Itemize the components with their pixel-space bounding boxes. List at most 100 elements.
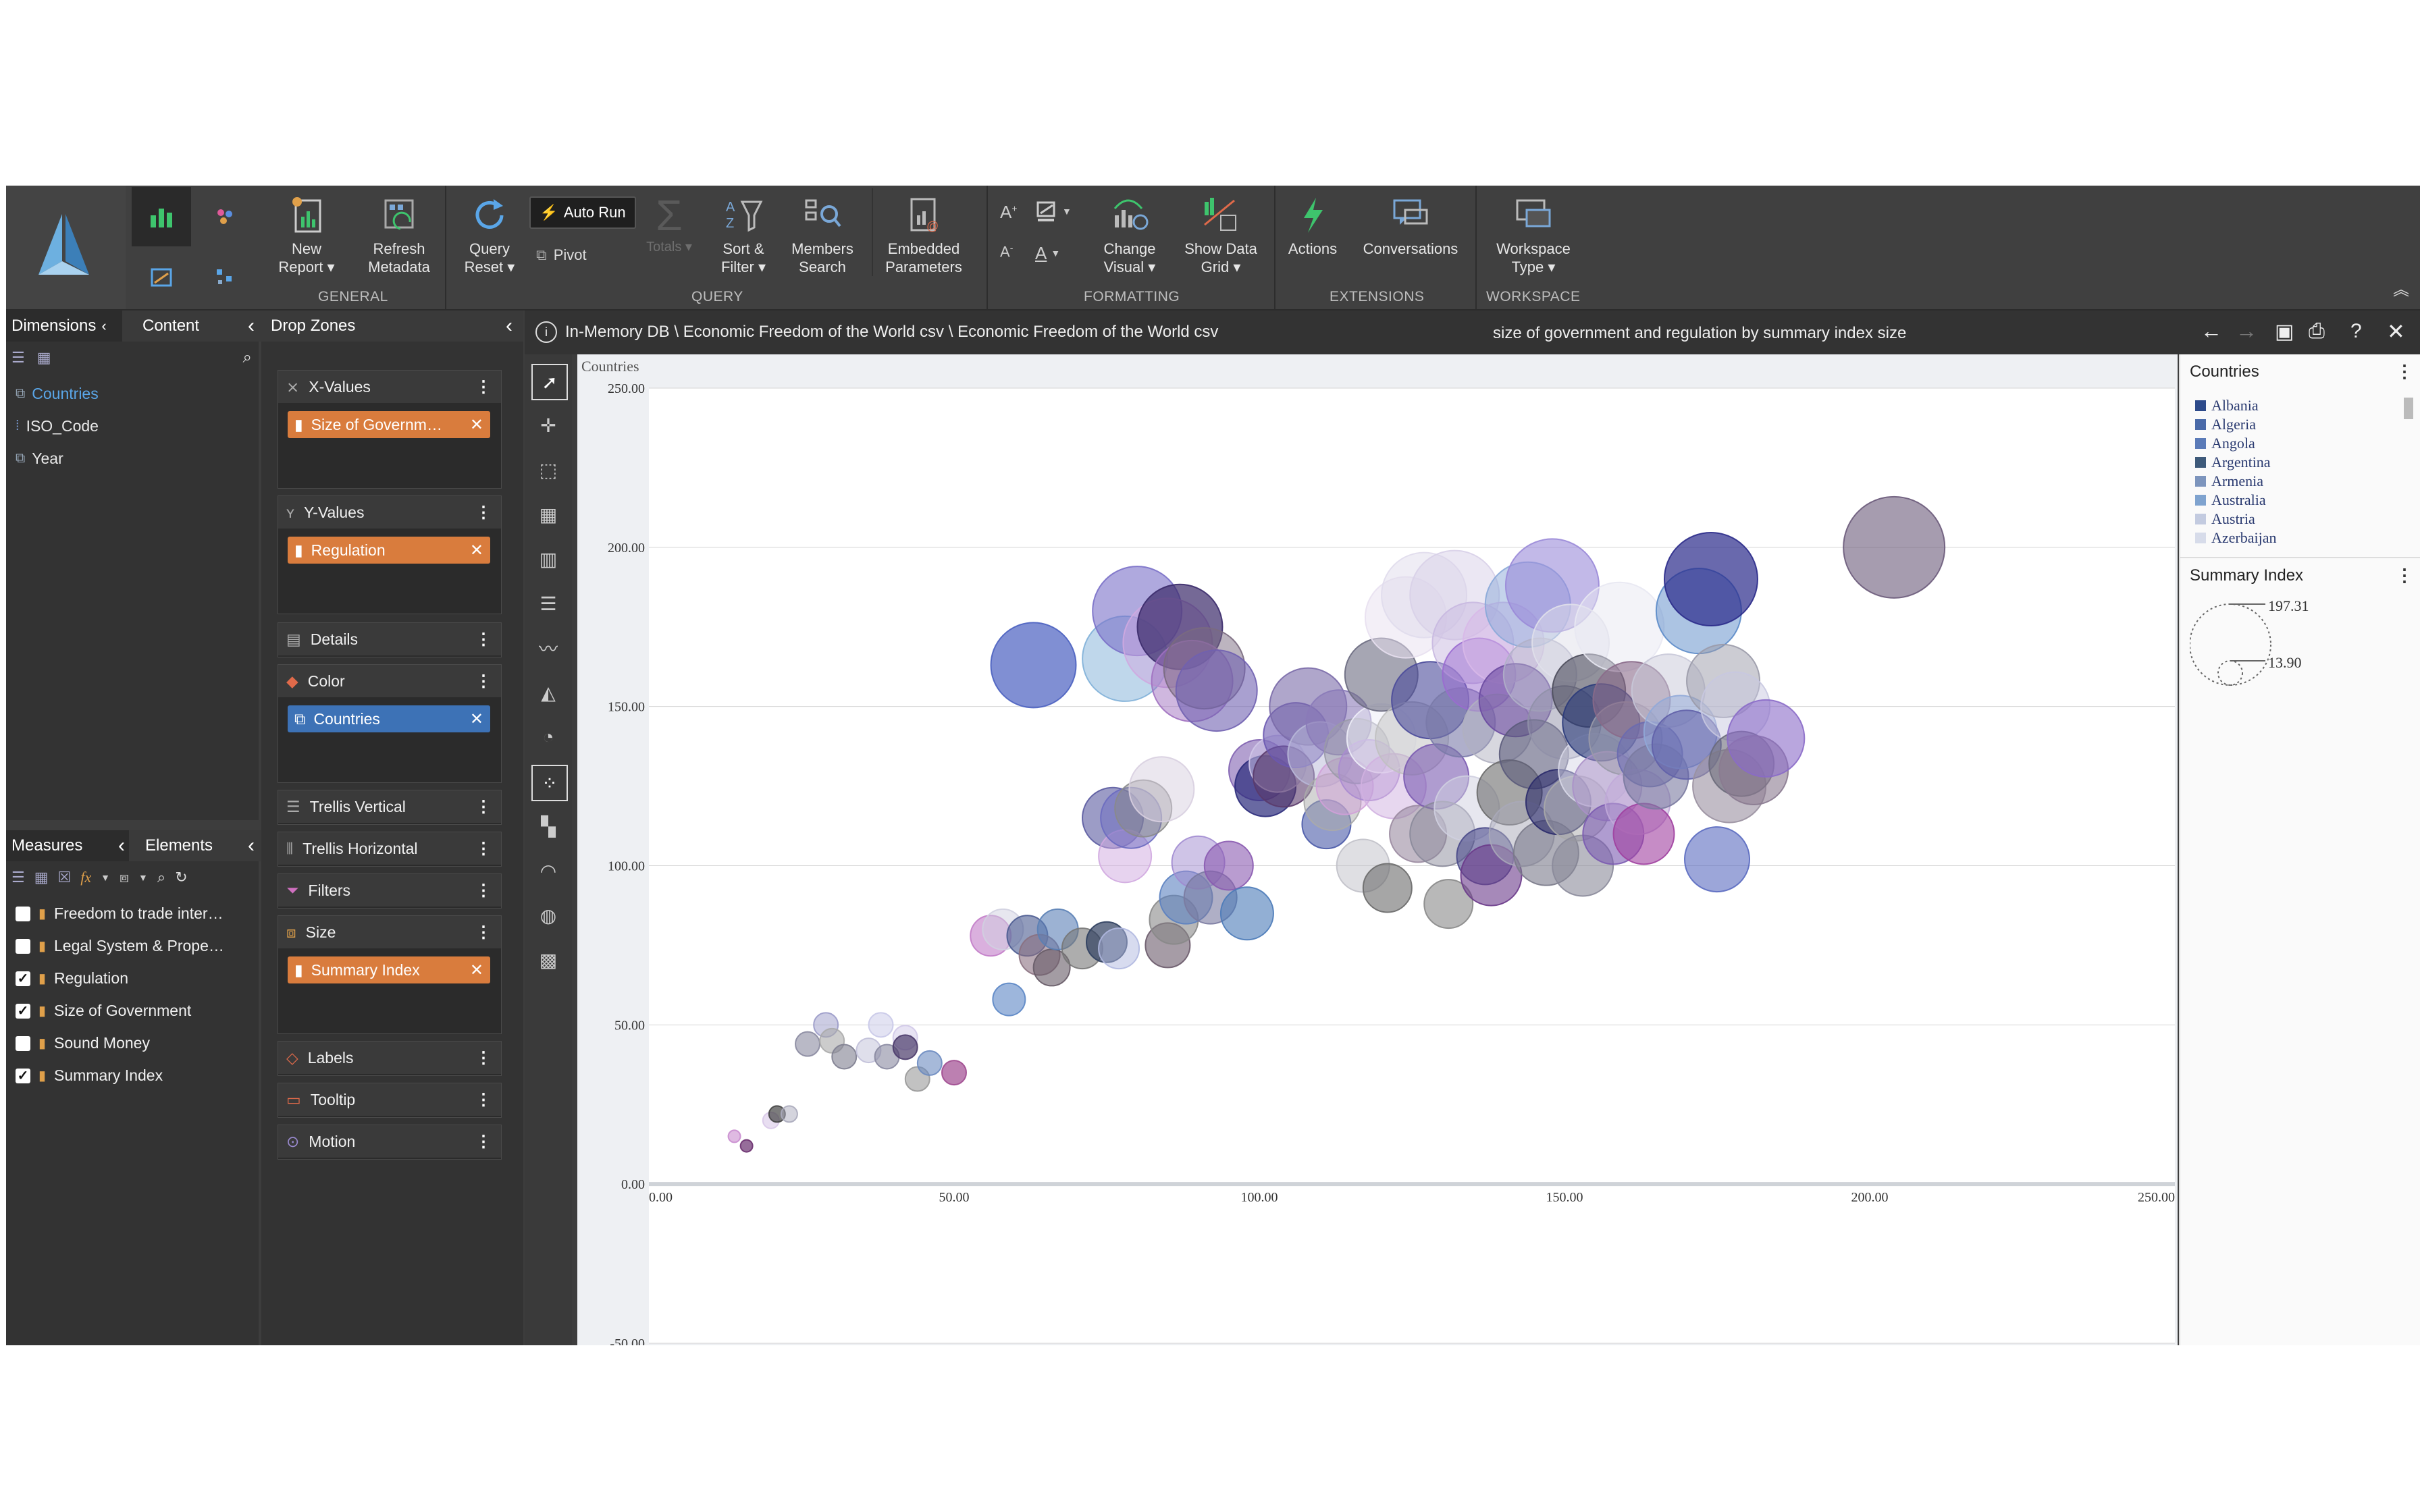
gauge-icon[interactable]: ◠ xyxy=(540,860,557,882)
fill-color-button[interactable]: ▼ xyxy=(1035,199,1076,223)
size-pill[interactable]: ▮ Summary Index ✕ xyxy=(288,956,490,983)
drop-zone-trellis-vertical[interactable]: ☰ Trellis Vertical ⋮ xyxy=(278,790,502,825)
tab-dimensions[interactable]: Dimensions ‹ xyxy=(6,310,126,342)
bubble[interactable] xyxy=(739,1139,754,1153)
bubble[interactable] xyxy=(780,1105,798,1123)
bubble[interactable] xyxy=(1663,532,1758,626)
bubble[interactable] xyxy=(892,1034,918,1060)
kebab-menu-icon[interactable]: ⋮ xyxy=(475,378,492,396)
presentation-mode-icon[interactable] xyxy=(195,187,255,246)
save-icon[interactable]: ▣ xyxy=(2275,321,2294,343)
drop-zone-motion[interactable]: ⊙ Motion ⋮ xyxy=(278,1125,502,1160)
measure-checkbox[interactable] xyxy=(16,906,30,921)
bubble[interactable] xyxy=(1098,927,1140,970)
bubble[interactable] xyxy=(868,1012,894,1038)
conversations-button[interactable]: Conversations xyxy=(1357,188,1465,258)
kebab-menu-icon[interactable]: ⋮ xyxy=(475,923,492,942)
drop-zone-tooltip[interactable]: ▭ Tooltip ⋮ xyxy=(278,1083,502,1118)
bubble[interactable] xyxy=(727,1129,741,1143)
measure-item[interactable]: ▮ Legal System & Prope… xyxy=(16,937,252,955)
close-icon[interactable]: ✕ xyxy=(2387,319,2405,344)
measure-checkbox[interactable]: ✓ xyxy=(16,1068,30,1083)
new-report-button[interactable]: New Report ▾ xyxy=(269,188,344,276)
font-decrease-button[interactable]: A- xyxy=(1000,242,1014,261)
chevron-down-icon[interactable]: ▼ xyxy=(101,872,111,883)
chart-mode-icon[interactable] xyxy=(132,187,191,246)
font-color-button[interactable]: A ▼ xyxy=(1035,241,1076,265)
measure-item[interactable]: ▮ Freedom to trade inter… xyxy=(16,905,252,923)
info-icon[interactable]: i xyxy=(535,321,557,343)
drop-zone-color[interactable]: ◆ Color ⋮ ⧉ Countries ✕ xyxy=(278,664,502,783)
bubble[interactable] xyxy=(916,1050,943,1076)
dimension-item-countries[interactable]: ⧉ Countries xyxy=(16,385,99,403)
members-search-button[interactable]: Members Search xyxy=(785,188,860,276)
table-icon[interactable]: ▦ xyxy=(539,504,558,525)
refresh-icon[interactable]: ↻ xyxy=(175,869,188,886)
bubble[interactable] xyxy=(831,1044,858,1070)
kebab-menu-icon[interactable]: ⋮ xyxy=(475,840,492,858)
totals-button[interactable]: Σ Totals ▾ xyxy=(642,188,696,256)
measure-checkbox[interactable]: ✓ xyxy=(16,971,30,986)
list-view-icon[interactable]: ☰ xyxy=(11,869,25,886)
remove-icon[interactable]: ☒ xyxy=(57,869,72,886)
close-icon[interactable]: ✕ xyxy=(469,710,483,728)
bubble[interactable] xyxy=(1219,886,1274,941)
legend-item[interactable]: Algeria xyxy=(2195,415,2277,434)
legend-item[interactable]: Albania xyxy=(2195,396,2277,415)
area-chart-icon[interactable]: ◭ xyxy=(541,682,556,703)
globe-icon[interactable]: ◍ xyxy=(540,905,557,926)
legend-scrollbar[interactable] xyxy=(2404,398,2413,419)
tab-content[interactable]: Content ‹ xyxy=(122,310,264,342)
help-icon[interactable]: ? xyxy=(2350,320,2362,342)
kebab-menu-icon[interactable]: ⋮ xyxy=(475,1133,492,1151)
change-visual-button[interactable]: Change Visual ▾ xyxy=(1096,188,1163,276)
scatter-chart-icon[interactable]: ⁘ xyxy=(531,765,568,801)
pivot-button[interactable]: ⧉ Pivot xyxy=(536,246,587,264)
close-icon[interactable]: ✕ xyxy=(469,541,483,560)
kebab-menu-icon[interactable]: ⋮ xyxy=(2396,565,2413,585)
embedded-parameters-button[interactable]: @ Embedded Parameters xyxy=(872,188,974,276)
forward-arrow-icon[interactable]: → xyxy=(2236,319,2257,343)
back-arrow-icon[interactable]: ← xyxy=(2201,319,2222,343)
chevron-left-icon[interactable]: ‹ xyxy=(118,834,125,857)
measure-checkbox[interactable] xyxy=(16,1035,30,1051)
select-pointer-icon[interactable]: ➚ xyxy=(531,364,568,400)
auto-run-toggle[interactable]: ⚡ Auto Run xyxy=(529,196,636,229)
tab-elements[interactable]: Elements ‹ xyxy=(129,830,264,861)
close-icon[interactable]: ✕ xyxy=(469,416,483,434)
kebab-menu-icon[interactable]: ⋮ xyxy=(475,1049,492,1067)
calendar-icon[interactable]: ▦ xyxy=(34,869,49,886)
bubble[interactable] xyxy=(1175,649,1258,732)
line-chart-icon[interactable]: 〰 xyxy=(538,639,558,659)
marquee-select-icon[interactable]: ⬚ xyxy=(539,459,558,481)
bubble[interactable] xyxy=(992,982,1026,1017)
horizontal-bar-icon[interactable]: ☰ xyxy=(540,593,557,614)
dimension-item-year[interactable]: ⧉ Year xyxy=(16,450,63,468)
drop-zone-size[interactable]: ⧈ Size ⋮ ▮ Summary Index ✕ xyxy=(278,915,502,1034)
drop-zone-filters[interactable]: ⏷ Filters ⋮ xyxy=(278,873,502,909)
chevron-left-icon[interactable]: ‹ xyxy=(506,315,512,337)
bubble[interactable] xyxy=(1843,495,1946,599)
legend-item[interactable]: Azerbaijan xyxy=(2195,529,2277,547)
close-icon[interactable]: ✕ xyxy=(469,961,483,979)
treemap-icon[interactable]: ▚ xyxy=(541,815,556,837)
drop-zone-trellis-horizontal[interactable]: ⦀ Trellis Horizontal ⋮ xyxy=(278,832,502,867)
x-values-pill[interactable]: ▮ Size of Governm… ✕ xyxy=(288,411,490,438)
drop-zone-y-values[interactable]: ʏ Y-Values ⋮ ▮ Regulation ✕ xyxy=(278,495,502,614)
bubble[interactable] xyxy=(990,622,1077,709)
legend-item[interactable]: Australia xyxy=(2195,491,2277,510)
legend-item[interactable]: Argentina xyxy=(2195,453,2277,472)
collapse-ribbon-icon[interactable]: ︽ xyxy=(2393,281,2409,299)
query-reset-button[interactable]: Query Reset ▾ xyxy=(456,188,523,276)
image-icon[interactable]: ⧈ xyxy=(120,869,130,886)
chevron-left-icon[interactable]: ‹ xyxy=(101,317,107,334)
show-data-grid-button[interactable]: Show Data Grid ▾ xyxy=(1177,188,1265,276)
bubble[interactable] xyxy=(1612,803,1675,865)
legend-item[interactable]: Armenia xyxy=(2195,472,2277,491)
calendar-icon[interactable]: ▦ xyxy=(36,349,51,366)
list-view-icon[interactable]: ☰ xyxy=(11,349,25,366)
kebab-menu-icon[interactable]: ⋮ xyxy=(475,504,492,522)
chevron-left-icon[interactable]: ‹ xyxy=(248,315,255,337)
zoom-cross-icon[interactable]: ✛ xyxy=(540,414,556,436)
